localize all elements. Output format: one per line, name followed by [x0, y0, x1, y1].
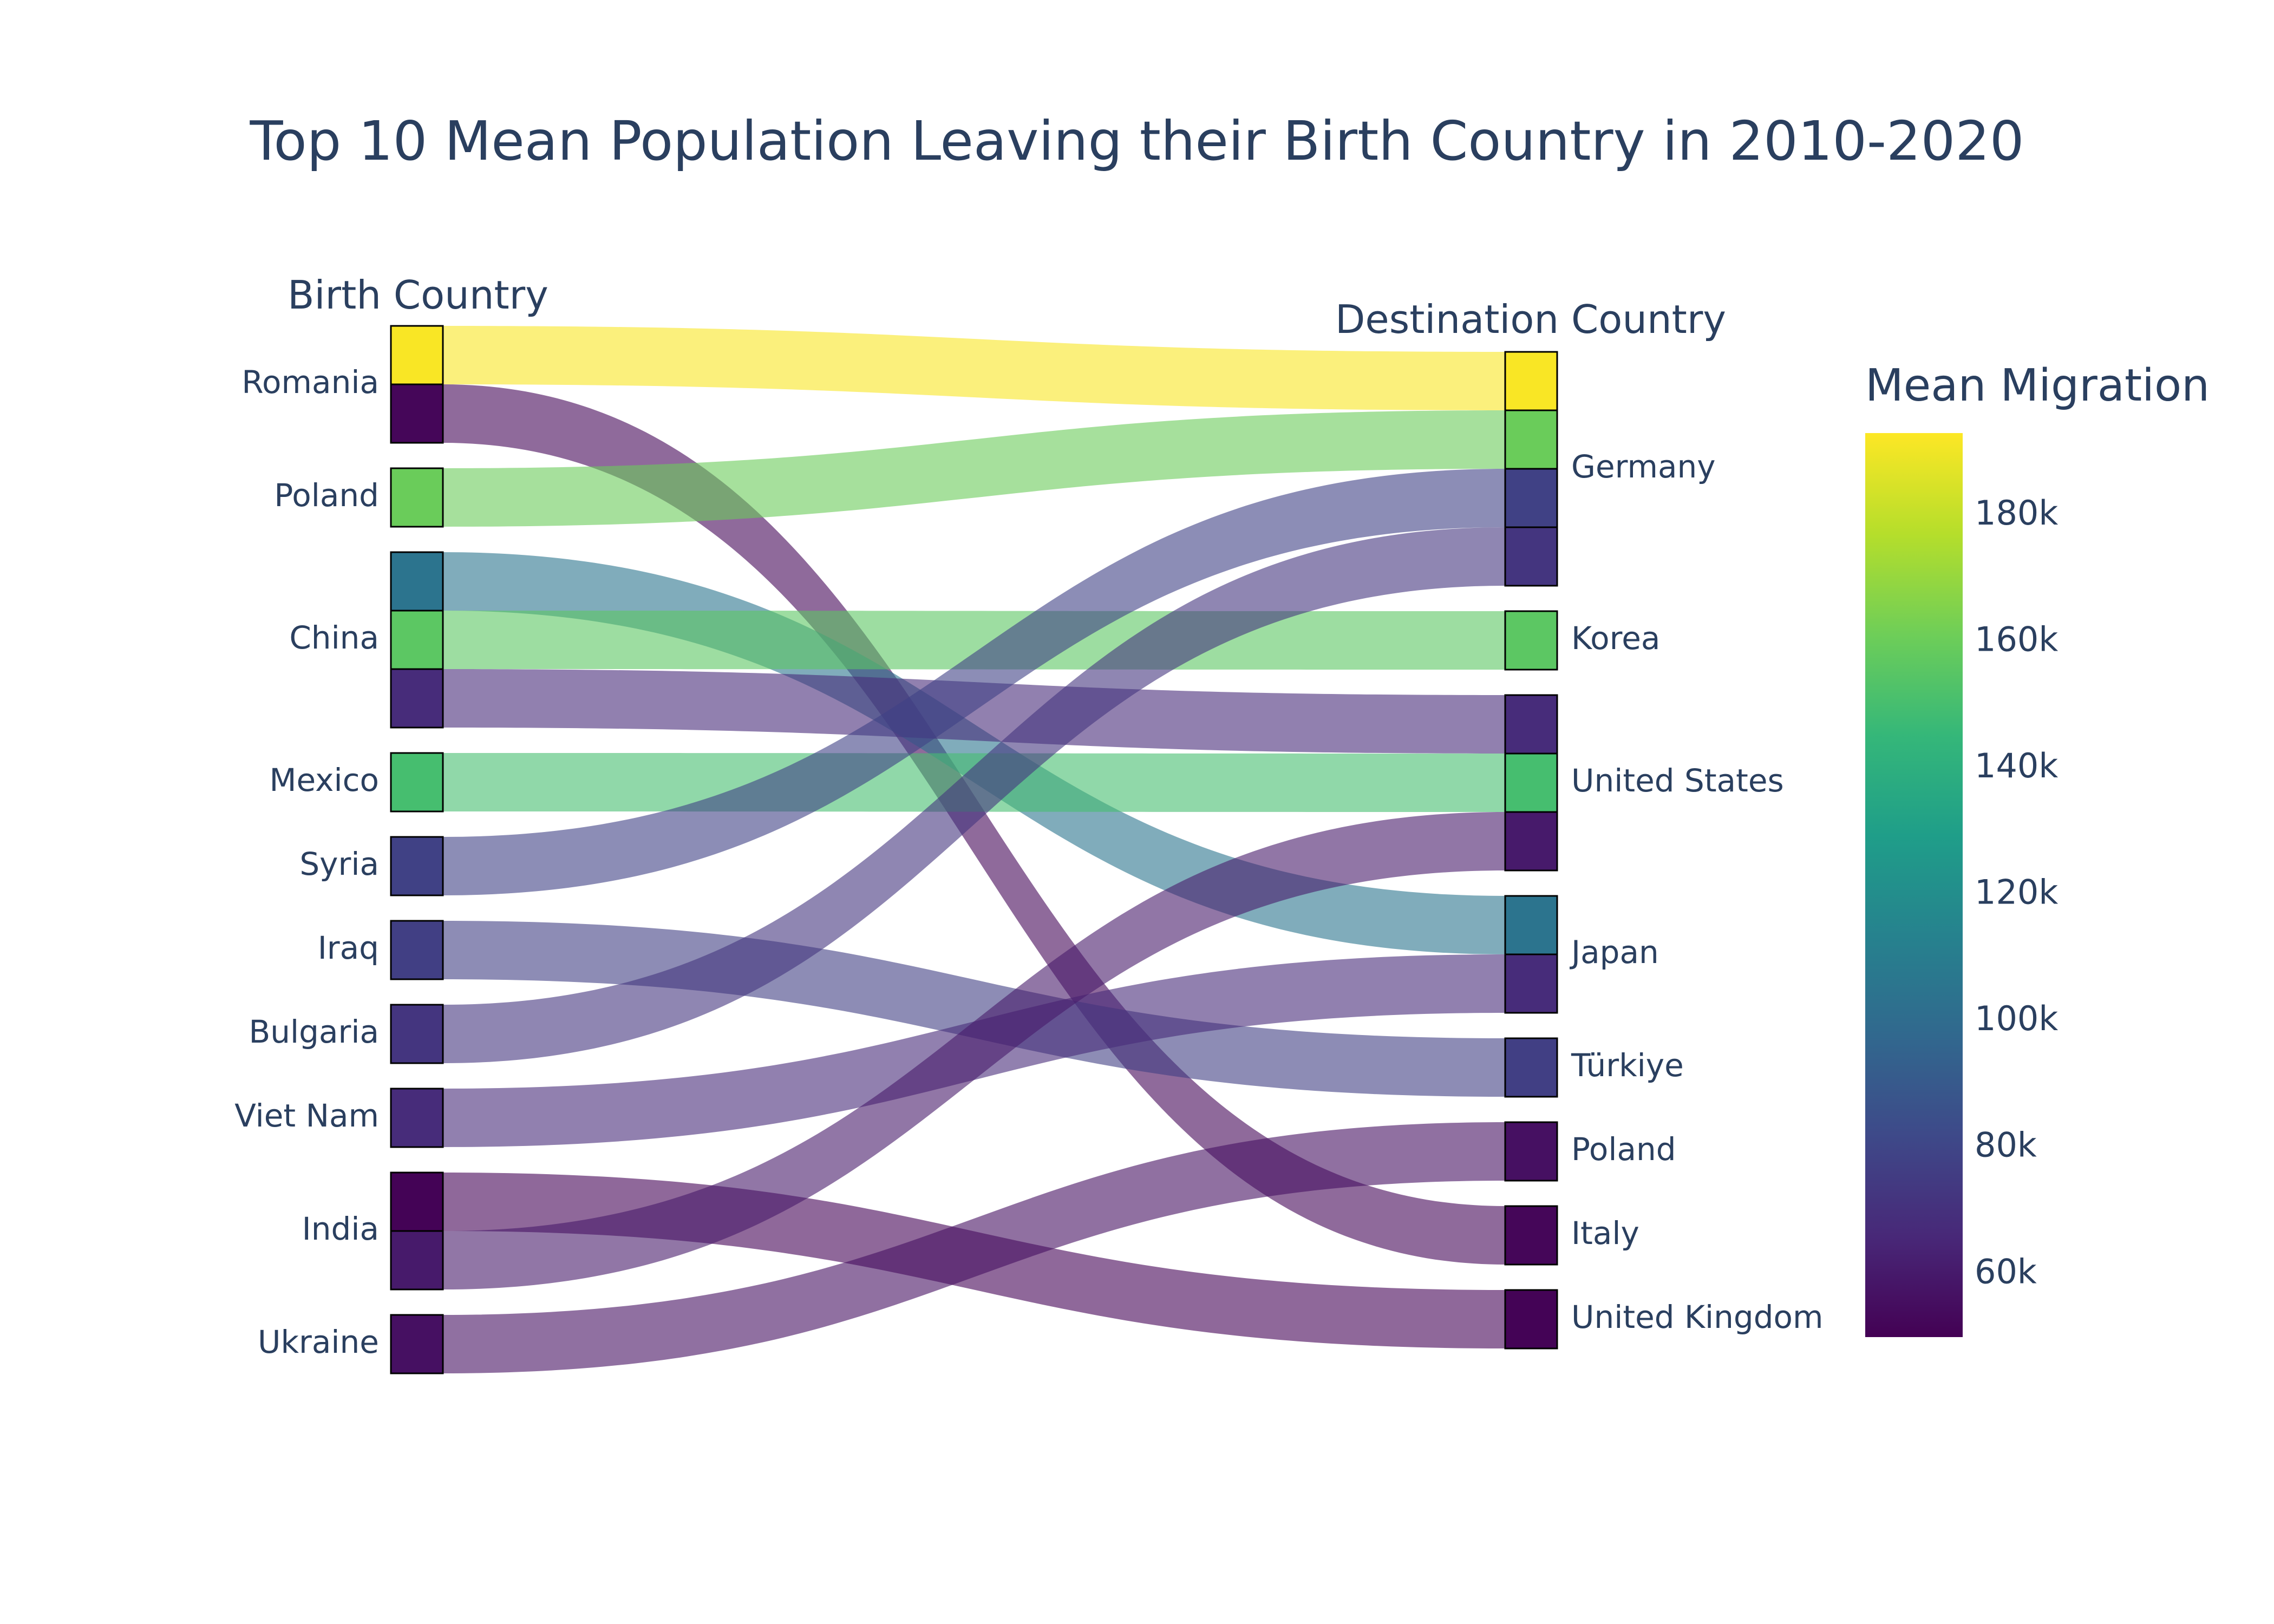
node-segment-india-to-united-kingdom[interactable] — [390, 1171, 444, 1232]
node-segment-viet-nam-to-japan[interactable] — [390, 1088, 444, 1148]
node-segment-poland-from-ukraine[interactable] — [1504, 1121, 1558, 1182]
source-label-romania: Romania — [241, 364, 379, 401]
node-segment-china-to-japan[interactable] — [390, 551, 444, 612]
node-segment-italy-from-romania[interactable] — [1504, 1205, 1558, 1266]
source-label-viet-nam: Viet Nam — [234, 1097, 379, 1134]
node-segment-united-states-from-china[interactable] — [1504, 694, 1558, 755]
source-label-iraq: Iraq — [318, 929, 379, 966]
sankey-node-labels: Romania Poland China Mexico Syria Iraq Bulgari… — [234, 364, 1823, 1360]
colorbar-ticks: 60k 80k 100k 120k 140k 160k 180k — [1975, 493, 2058, 1291]
sankey-nodes — [390, 325, 1558, 1374]
node-segment-poland-to-germany[interactable] — [390, 467, 444, 528]
destination-label-japan: Japan — [1570, 934, 1659, 971]
node-segment-romania-to-germany[interactable] — [390, 325, 444, 385]
destination-label-italy: Italy — [1571, 1215, 1639, 1252]
source-label-poland: Poland — [274, 477, 379, 514]
chart-title: Top 10 Mean Population Leaving their Bir… — [249, 109, 2024, 173]
link-ukraine-to-poland[interactable] — [443, 1122, 1505, 1373]
link-bulgaria-to-germany[interactable] — [443, 527, 1505, 1063]
sankey-links — [443, 326, 1505, 1373]
link-syria-to-germany[interactable] — [443, 469, 1505, 895]
source-label-bulgaria: Bulgaria — [249, 1013, 379, 1050]
node-segment-mexico-to-united-states[interactable] — [390, 752, 444, 813]
destination-label-united-states: United States — [1571, 762, 1784, 799]
node-segment-germany-from-poland[interactable] — [1504, 409, 1558, 470]
colorbar-tick-label: 80k — [1975, 1125, 2037, 1165]
node-segment-united-states-from-mexico[interactable] — [1504, 752, 1558, 813]
colorbar-title: Mean Migration — [1865, 360, 2210, 411]
link-poland-to-germany[interactable] — [443, 410, 1505, 527]
source-label-syria: Syria — [299, 846, 379, 882]
node-segment-germany-from-syria[interactable] — [1504, 468, 1558, 528]
link-india-to-united-states[interactable] — [443, 812, 1505, 1289]
source-label-india: India — [302, 1210, 379, 1247]
destination-label-united-kingdom: United Kingdom — [1571, 1299, 1824, 1335]
colorbar-tick-label: 100k — [1975, 999, 2058, 1038]
node-segment-china-to-united-states[interactable] — [390, 668, 444, 729]
node-segment-korea-from-china[interactable] — [1504, 610, 1558, 671]
node-segment-japan-from-china[interactable] — [1504, 895, 1558, 955]
colorbar-tick-label: 120k — [1975, 873, 2058, 912]
colorbar-tick-label: 140k — [1975, 746, 2058, 785]
node-segment-india-to-united-states[interactable] — [390, 1230, 444, 1291]
source-label-ukraine: Ukraine — [258, 1324, 379, 1360]
colorbar-tick-label: 160k — [1975, 619, 2058, 659]
node-segment-ukraine-to-poland[interactable] — [390, 1314, 444, 1374]
destination-label-poland: Poland — [1571, 1131, 1676, 1168]
node-segment-romania-to-italy[interactable] — [390, 383, 444, 444]
source-column-header: Birth Country — [287, 272, 548, 318]
node-segment-bulgaria-to-germany[interactable] — [390, 1004, 444, 1064]
source-label-china: China — [289, 619, 379, 656]
destination-label-korea: Korea — [1571, 620, 1660, 657]
colorbar-gradient — [1865, 433, 1963, 1337]
node-segment-japan-from-viet-nam[interactable] — [1504, 953, 1558, 1014]
node-segment-united-kingdom-from-india[interactable] — [1504, 1289, 1558, 1350]
node-segment-united-states-from-india[interactable] — [1504, 811, 1558, 872]
node-segment-iraq-to-turkiye[interactable] — [390, 920, 444, 980]
destination-column-header: Destination Country — [1335, 297, 1726, 342]
node-segment-turkiye-from-iraq[interactable] — [1504, 1037, 1558, 1098]
link-romania-to-germany[interactable] — [443, 326, 1505, 410]
destination-label-germany: Germany — [1571, 448, 1716, 485]
colorbar-tick-label: 60k — [1975, 1252, 2037, 1291]
node-segment-syria-to-germany[interactable] — [390, 836, 444, 896]
node-segment-germany-from-romania[interactable] — [1504, 351, 1558, 411]
destination-label-turkiye: Türkiye — [1571, 1047, 1684, 1084]
source-label-mexico: Mexico — [269, 762, 379, 798]
node-segment-germany-from-bulgaria[interactable] — [1504, 526, 1558, 587]
node-segment-china-to-korea[interactable] — [390, 610, 444, 670]
colorbar-tick-label: 180k — [1975, 493, 2058, 533]
